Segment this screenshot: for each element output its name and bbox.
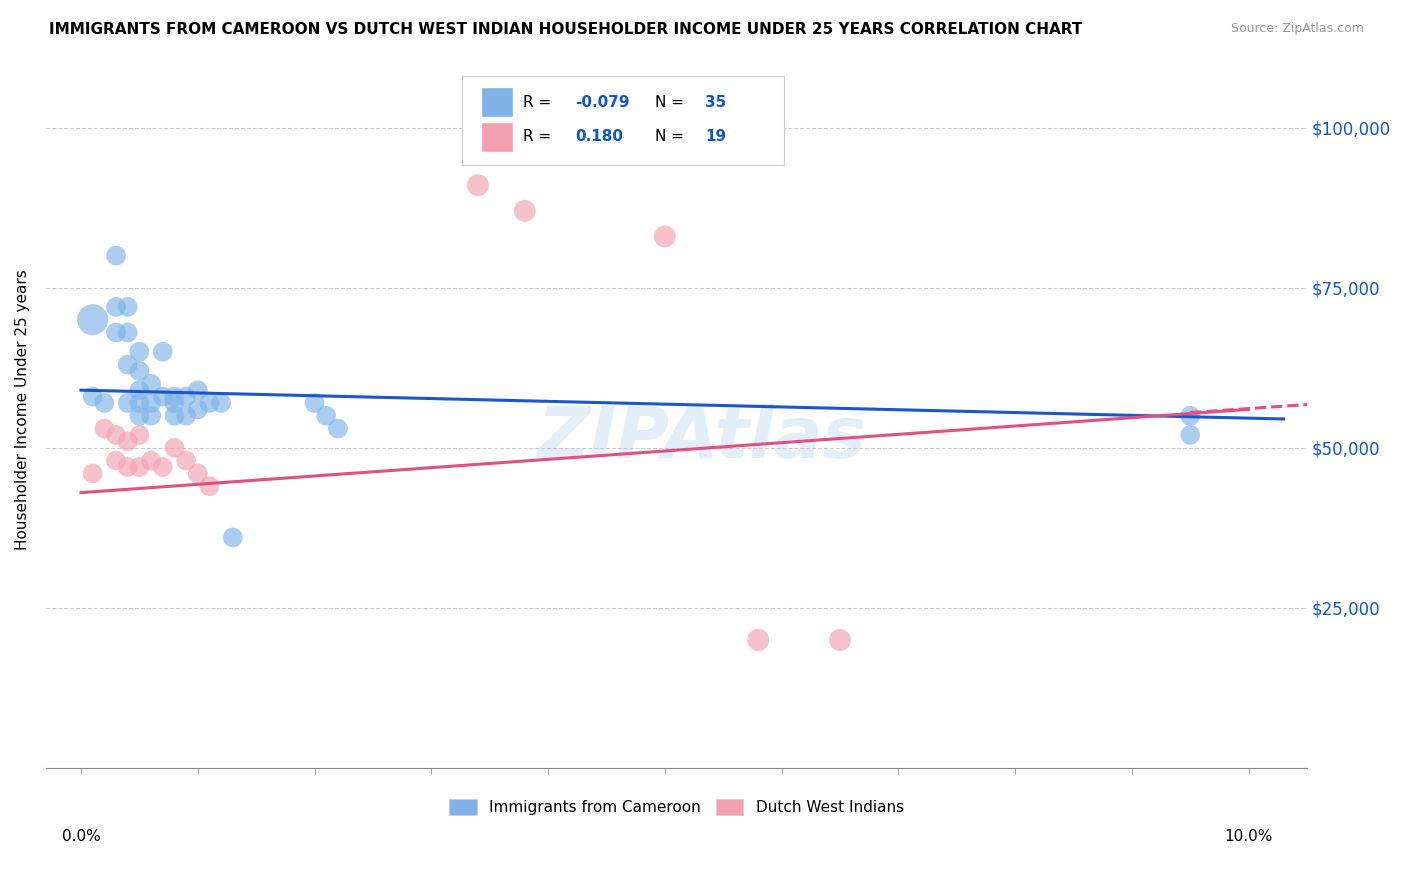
Point xyxy=(82,467,104,481)
Point xyxy=(174,453,197,467)
FancyBboxPatch shape xyxy=(481,87,513,118)
Point xyxy=(105,453,128,467)
Text: Source: ZipAtlas.com: Source: ZipAtlas.com xyxy=(1230,22,1364,36)
Point xyxy=(82,312,104,326)
Point xyxy=(747,632,769,647)
Text: 10.0%: 10.0% xyxy=(1225,829,1272,844)
Point xyxy=(304,396,326,410)
Point xyxy=(315,409,337,423)
Point xyxy=(513,203,536,218)
Point xyxy=(187,467,209,481)
Text: 35: 35 xyxy=(706,95,727,110)
Point xyxy=(117,434,139,449)
Point xyxy=(152,344,174,359)
Point xyxy=(187,402,209,417)
Text: 0.0%: 0.0% xyxy=(62,829,100,844)
Text: N =: N = xyxy=(655,129,689,145)
Point xyxy=(128,383,150,397)
Text: 19: 19 xyxy=(706,129,727,145)
Point xyxy=(654,229,676,244)
Point xyxy=(105,326,128,340)
Point xyxy=(139,376,162,391)
Point xyxy=(82,390,104,404)
Point xyxy=(198,396,221,410)
Point xyxy=(1180,428,1202,442)
Point xyxy=(128,344,150,359)
Legend: Immigrants from Cameroon, Dutch West Indians: Immigrants from Cameroon, Dutch West Ind… xyxy=(443,793,910,822)
Point xyxy=(117,326,139,340)
Point xyxy=(163,441,186,455)
Text: N =: N = xyxy=(655,95,689,110)
Point xyxy=(139,453,162,467)
Point xyxy=(117,460,139,475)
Point xyxy=(222,531,245,545)
Point xyxy=(1180,409,1202,423)
Text: R =: R = xyxy=(523,129,555,145)
Point xyxy=(128,460,150,475)
Point xyxy=(105,300,128,314)
Point xyxy=(105,428,128,442)
Point xyxy=(828,632,851,647)
Point xyxy=(117,358,139,372)
FancyBboxPatch shape xyxy=(463,76,783,165)
Point xyxy=(139,396,162,410)
Point xyxy=(128,396,150,410)
Point xyxy=(128,364,150,378)
Y-axis label: Householder Income Under 25 years: Householder Income Under 25 years xyxy=(15,269,30,549)
Point xyxy=(174,409,197,423)
Point xyxy=(105,249,128,263)
Point xyxy=(117,300,139,314)
Point xyxy=(198,479,221,493)
Point xyxy=(139,409,162,423)
Text: -0.079: -0.079 xyxy=(575,95,630,110)
Text: ZIPAtlas: ZIPAtlas xyxy=(537,403,866,473)
Text: IMMIGRANTS FROM CAMEROON VS DUTCH WEST INDIAN HOUSEHOLDER INCOME UNDER 25 YEARS : IMMIGRANTS FROM CAMEROON VS DUTCH WEST I… xyxy=(49,22,1083,37)
Point xyxy=(163,390,186,404)
Point xyxy=(163,409,186,423)
Point xyxy=(467,178,489,193)
Point xyxy=(174,390,197,404)
Point xyxy=(152,390,174,404)
Point xyxy=(117,396,139,410)
FancyBboxPatch shape xyxy=(481,121,513,152)
Point xyxy=(187,383,209,397)
Point xyxy=(152,460,174,475)
Point xyxy=(163,396,186,410)
Point xyxy=(128,428,150,442)
Text: 0.180: 0.180 xyxy=(575,129,624,145)
Point xyxy=(128,409,150,423)
Point xyxy=(326,421,349,435)
Point xyxy=(93,396,115,410)
Text: R =: R = xyxy=(523,95,555,110)
Point xyxy=(93,421,115,435)
Point xyxy=(209,396,232,410)
